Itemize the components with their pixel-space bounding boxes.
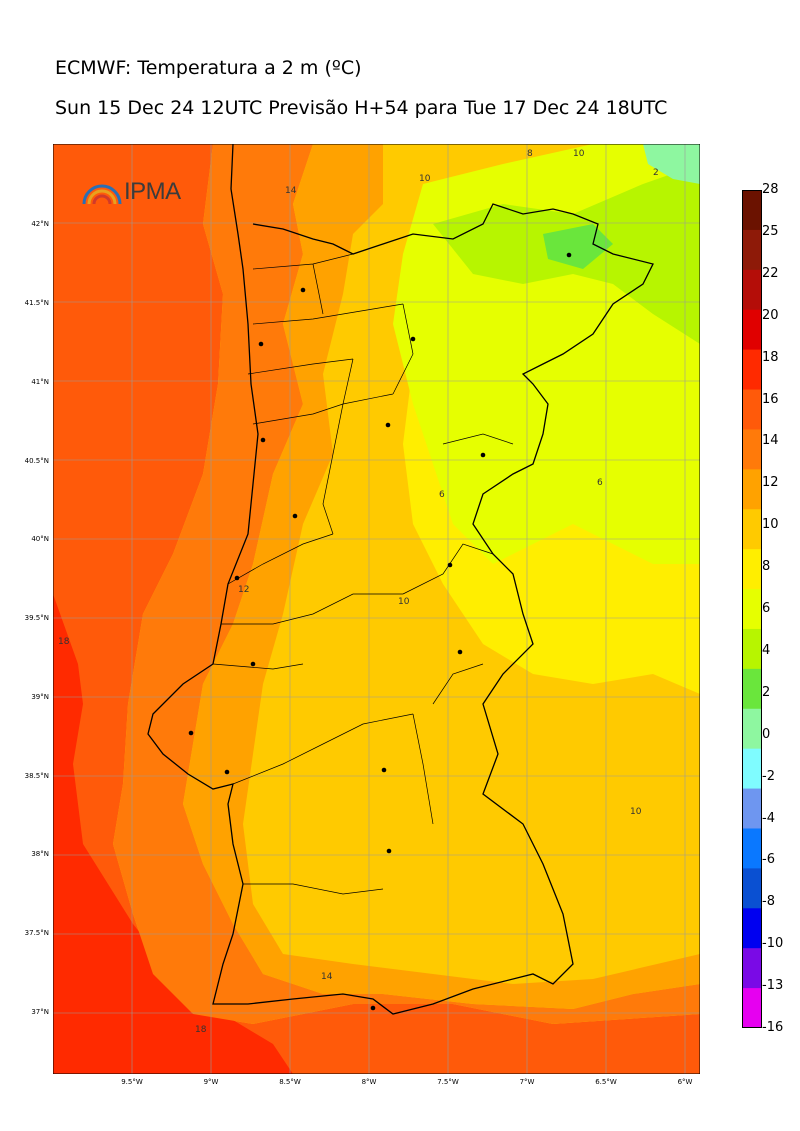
contour-label: 10	[630, 807, 642, 817]
contour-label: 10	[398, 597, 410, 607]
lon-label: 9.5°W	[121, 1078, 143, 1086]
colorbar-swatch	[742, 988, 762, 1028]
colorbar-swatch	[742, 788, 762, 829]
lat-label: 39.5°N	[24, 614, 49, 622]
contour-label: 6	[597, 478, 603, 488]
colorbar-swatch	[742, 948, 762, 989]
colorbar-swatch	[742, 748, 762, 790]
colorbar-tick-label: 20	[762, 307, 779, 323]
lon-label: 9°W	[203, 1078, 219, 1086]
contour-label: 10	[419, 174, 431, 184]
portugal-outline	[147, 144, 654, 1015]
colorbar-tick-label: 28	[762, 182, 779, 197]
lat-label: 40°N	[31, 535, 49, 543]
colorbar-swatch	[742, 190, 762, 231]
colorbar-tick-label: 10	[762, 517, 779, 533]
city-markers	[188, 252, 572, 1011]
temp-band-sea-red	[53, 594, 293, 1074]
colorbar-tick-label: -6	[762, 852, 775, 868]
colorbar-swatch	[742, 908, 762, 949]
colorbar-tick-label: 2	[762, 684, 771, 700]
lon-label: 7°W	[519, 1078, 535, 1086]
lat-label: 40.5°N	[24, 457, 49, 465]
contour-label: 18	[195, 1025, 207, 1035]
colorbar-swatch	[742, 509, 762, 550]
lat-label: 42°N	[31, 220, 49, 228]
colorbar-swatch	[742, 389, 762, 430]
map-title: ECMWF: Temperatura a 2 m (ºC)	[55, 57, 362, 79]
contour-label: 14	[321, 972, 333, 982]
colorbar-swatch	[742, 469, 762, 510]
lat-label: 39°N	[31, 693, 49, 701]
contour-label: 10	[573, 149, 585, 159]
contour-label: 8	[527, 149, 533, 159]
district-borders	[212, 253, 514, 895]
lat-label: 41.5°N	[24, 299, 49, 307]
contour-label: 6	[439, 490, 445, 500]
lon-label: 8°W	[361, 1078, 377, 1086]
temp-band-12-14	[183, 144, 700, 1009]
colorbar-tick-label: -4	[762, 810, 775, 826]
lon-label: 6.5°W	[595, 1078, 617, 1086]
colorbar-tick-label: 25	[762, 223, 779, 239]
lon-label: 8.5°W	[279, 1078, 301, 1086]
colorbar-swatch	[742, 269, 762, 311]
contour-label: 2	[653, 168, 659, 178]
colorbar-swatch	[742, 549, 762, 590]
colorbar-tick-label: 12	[762, 475, 779, 491]
colorbar-swatch	[742, 229, 762, 271]
colorbar-tick-label: 6	[762, 601, 771, 616]
lat-label: 41°N	[31, 378, 49, 386]
contour-label: 12	[238, 585, 249, 595]
lon-label: 6°W	[677, 1078, 693, 1086]
colorbar-swatch	[742, 708, 762, 750]
colorbar-swatch	[742, 429, 762, 470]
contour-label: 18	[58, 637, 70, 647]
colorbar-tick-label: -2	[762, 768, 775, 784]
colorbar-tick-label: 4	[762, 642, 771, 658]
colorbar-swatch	[742, 668, 762, 710]
colorbar-tick-label: 16	[762, 391, 779, 407]
temperature-colorbar	[742, 190, 762, 1028]
colorbar-tick-label: -10	[762, 936, 784, 952]
lat-label: 38.5°N	[24, 772, 49, 780]
colorbar-tick-label: -16	[762, 1020, 784, 1035]
lat-label: 37.5°N	[24, 929, 49, 937]
colorbar-swatch	[742, 868, 762, 909]
colorbar-swatch	[742, 589, 762, 630]
map-subtitle: Sun 15 Dec 24 12UTC Previsão H+54 para T…	[55, 97, 668, 119]
colorbar-swatch	[742, 309, 762, 351]
lat-label: 37°N	[31, 1008, 49, 1016]
colorbar-tick-label: 8	[762, 559, 771, 575]
colorbar-tick-label: 14	[762, 433, 779, 449]
colorbar-swatch	[742, 349, 762, 391]
colorbar-swatch	[742, 628, 762, 670]
graticule	[53, 144, 700, 1074]
lat-label: 38°N	[31, 850, 49, 858]
ipma-logo-text: IPMA	[124, 178, 181, 205]
colorbar-tick-label: 0	[762, 726, 771, 742]
rainbow-arc-icon	[82, 184, 122, 205]
colorbar-tick-label: -13	[762, 978, 784, 994]
colorbar-tick-label: 22	[762, 265, 779, 281]
temp-band-sea-west	[53, 144, 700, 1074]
lon-label: 7.5°W	[437, 1078, 459, 1086]
contour-label: 14	[285, 186, 297, 196]
temperature-map: 8 10 14 2 10 6 6 12 18 10 10 14 18	[53, 144, 700, 1074]
colorbar-tick-label: -8	[762, 894, 775, 910]
colorbar-swatch	[742, 828, 762, 869]
temp-band-14-16-coast	[113, 144, 700, 1024]
colorbar-tick-label: 18	[762, 349, 779, 365]
temp-band-2-4	[643, 144, 700, 184]
